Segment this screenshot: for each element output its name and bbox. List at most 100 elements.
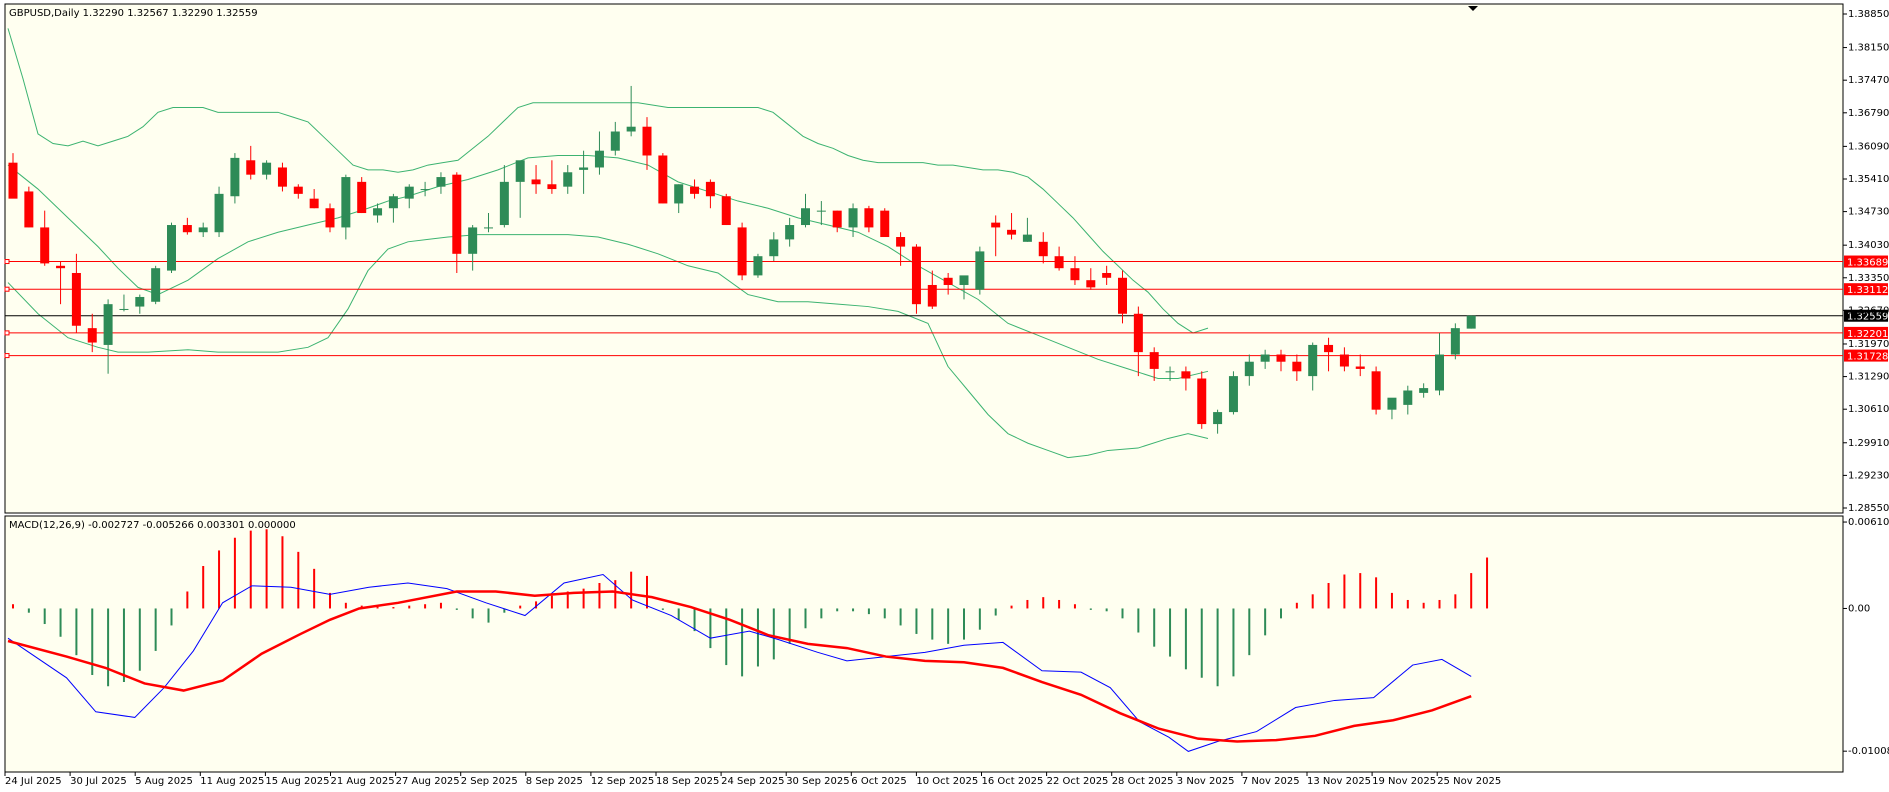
- price-tick-label: 1.31290: [1848, 372, 1889, 383]
- date-tick-label: 8 Sep 2025: [526, 776, 583, 787]
- candle-bear: [1276, 354, 1286, 362]
- band-lower-line: [7, 234, 1209, 459]
- candle-bull: [499, 181, 509, 226]
- bollinger-bands: [7, 28, 1209, 459]
- candle-bull: [119, 308, 129, 310]
- candle-bear: [309, 198, 319, 209]
- candle-bull: [484, 227, 493, 229]
- candle-bull: [626, 126, 636, 132]
- price-tick-label: 1.36790: [1848, 108, 1889, 119]
- candle-bear: [277, 167, 287, 187]
- candle-bull: [1022, 234, 1032, 242]
- candle-bear: [880, 210, 890, 238]
- candle-bull: [230, 157, 240, 197]
- candle-bull: [563, 172, 573, 187]
- candle-bear: [658, 155, 668, 204]
- candle-bear: [246, 160, 256, 175]
- candle-bull: [373, 208, 383, 216]
- candle-bear: [1197, 378, 1207, 425]
- date-tick-label: 12 Sep 2025: [591, 776, 654, 787]
- candle-bull: [198, 227, 208, 233]
- candle-bull: [1165, 371, 1175, 373]
- candle-bull: [167, 225, 176, 271]
- candle-bull: [785, 225, 795, 240]
- level-price-label: 1.33112: [1847, 285, 1888, 296]
- candle-bull: [404, 186, 414, 199]
- candle-bull: [515, 160, 525, 182]
- date-tick-label: 10 Oct 2025: [916, 776, 978, 787]
- date-tick-label: 25 Nov 2025: [1437, 776, 1501, 787]
- price-tick-label: 1.38150: [1848, 43, 1889, 54]
- macd-axis: 0.006107 0.00 -0.010085: [1843, 517, 1889, 757]
- candle-bear: [1339, 354, 1349, 367]
- price-tick-label: 1.35410: [1848, 174, 1889, 185]
- candle-bear: [642, 126, 652, 156]
- date-tick-label: 3 Nov 2025: [1177, 776, 1235, 787]
- level-price-box: [1844, 349, 1888, 362]
- candle-bull: [1435, 354, 1444, 391]
- current-price-label: 1.32559: [1847, 312, 1888, 323]
- candle-bull: [1450, 328, 1460, 355]
- date-tick-label: 11 Aug 2025: [200, 776, 264, 787]
- candle-bear: [1038, 241, 1048, 257]
- candle-bear: [943, 277, 953, 285]
- candle-bear: [1086, 280, 1096, 288]
- price-tick-label: 1.36090: [1848, 141, 1889, 152]
- candle-bear: [721, 196, 731, 226]
- price-tick-label: 1.28550: [1848, 503, 1889, 514]
- candle-bull: [1244, 361, 1254, 377]
- price-pane: [4, 3, 1844, 514]
- level-price-box: [1844, 326, 1888, 339]
- candle-bear: [896, 237, 906, 247]
- candle-bear: [1070, 268, 1080, 281]
- price-tick-label: 1.31970: [1848, 339, 1889, 350]
- level-price-label: 1.32201: [1847, 329, 1888, 340]
- candle-bear: [1149, 352, 1159, 369]
- scroll-marker-icon[interactable]: [1468, 6, 1478, 11]
- chart-title: GBPUSD,Daily 1.32290 1.32567 1.32290 1.3…: [9, 8, 258, 19]
- candle-bull: [341, 177, 351, 228]
- candle-bear: [1181, 371, 1191, 379]
- macd-tick-label: 0.006107: [1848, 517, 1889, 528]
- candle-bull: [388, 196, 398, 209]
- level-price-label: 1.33689: [1847, 258, 1888, 269]
- candle-bull: [103, 304, 113, 345]
- candle-bull: [135, 296, 145, 307]
- candle-bull: [1213, 412, 1223, 425]
- macd-label: MACD(12,26,9) -0.002727 -0.005266 0.0033…: [9, 520, 296, 531]
- candle-bull: [1228, 376, 1238, 413]
- candle-bear: [832, 210, 842, 228]
- candle-bear: [1292, 361, 1302, 372]
- candle-bull: [975, 251, 985, 290]
- date-tick-label: 24 Jul 2025: [5, 776, 62, 787]
- candle-bull: [801, 208, 810, 226]
- price-tick-label: 1.32670: [1848, 305, 1889, 316]
- candle-bull: [1308, 344, 1318, 377]
- candle-bear: [71, 272, 81, 326]
- candle-bear: [1133, 313, 1143, 353]
- candle-bull: [816, 210, 826, 212]
- price-tick-label: 1.38850: [1848, 9, 1889, 20]
- candle-bear: [40, 227, 50, 264]
- candle-bear: [547, 184, 557, 190]
- date-axis: 24 Jul 2025 30 Jul 2025 5 Aug 2025 11 Aug 2…: [4, 772, 1501, 787]
- candle-bear: [24, 191, 34, 228]
- macd-tick-label: -0.010085: [1848, 746, 1889, 757]
- candle-bear: [705, 181, 715, 197]
- date-tick-label: 18 Sep 2025: [656, 776, 719, 787]
- date-tick-label: 28 Oct 2025: [1112, 776, 1174, 787]
- date-tick-label: 6 Oct 2025: [851, 776, 906, 787]
- candle-bull: [262, 162, 272, 175]
- candle-bear: [864, 208, 874, 228]
- candle-bull: [151, 268, 161, 302]
- macd-histogram: [12, 529, 1489, 687]
- date-tick-label: 19 Nov 2025: [1372, 776, 1436, 787]
- macd-signal-line: [7, 590, 1472, 743]
- level-anchor: [4, 286, 10, 292]
- price-tick-label: 1.33350: [1848, 273, 1889, 284]
- date-tick-label: 16 Oct 2025: [982, 776, 1044, 787]
- candle-bear: [531, 179, 541, 185]
- candle-bull: [959, 275, 969, 285]
